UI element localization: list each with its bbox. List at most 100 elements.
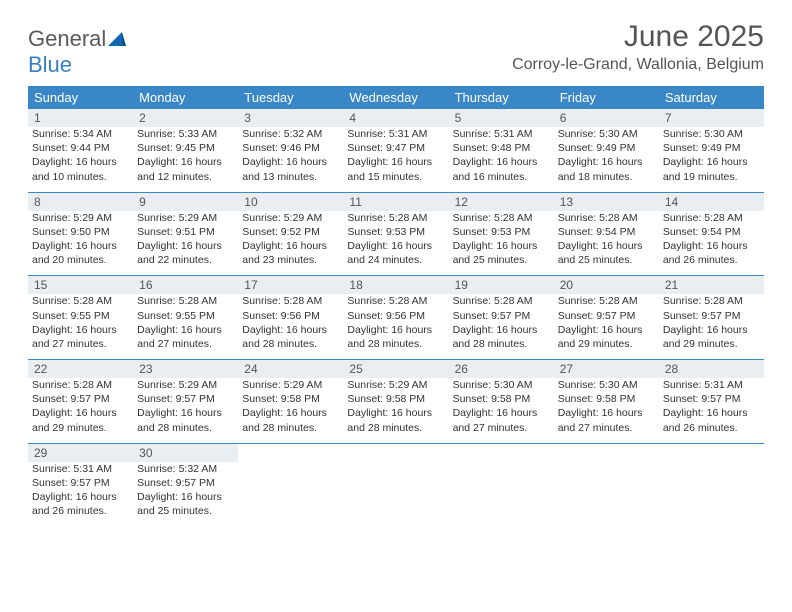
- day-number: [238, 443, 343, 462]
- day-cell: Sunrise: 5:28 AMSunset: 9:55 PMDaylight:…: [28, 294, 133, 359]
- day-number: 18: [343, 276, 448, 295]
- daylight-line: Daylight: 16 hours and 13 minutes.: [242, 155, 339, 183]
- daylight-line: Daylight: 16 hours and 27 minutes.: [558, 406, 655, 434]
- sunset-line: Sunset: 9:56 PM: [242, 309, 339, 323]
- sunset-line: Sunset: 9:51 PM: [137, 225, 234, 239]
- day-cell: Sunrise: 5:28 AMSunset: 9:54 PMDaylight:…: [554, 211, 659, 276]
- daylight-line: Daylight: 16 hours and 28 minutes.: [242, 323, 339, 351]
- day-cell: [343, 462, 448, 527]
- day-number: 4: [343, 109, 448, 127]
- sunrise-line: Sunrise: 5:30 AM: [453, 378, 550, 392]
- day-number: 3: [238, 109, 343, 127]
- day-number: 24: [238, 360, 343, 379]
- sunset-line: Sunset: 9:57 PM: [453, 309, 550, 323]
- sunrise-line: Sunrise: 5:31 AM: [32, 462, 129, 476]
- week-row: Sunrise: 5:28 AMSunset: 9:57 PMDaylight:…: [28, 378, 764, 443]
- sunset-line: Sunset: 9:48 PM: [453, 141, 550, 155]
- day-cell: Sunrise: 5:28 AMSunset: 9:57 PMDaylight:…: [659, 294, 764, 359]
- sunrise-line: Sunrise: 5:28 AM: [137, 294, 234, 308]
- day-number: 30: [133, 443, 238, 462]
- day-cell: Sunrise: 5:34 AMSunset: 9:44 PMDaylight:…: [28, 127, 133, 192]
- daylight-line: Daylight: 16 hours and 26 minutes.: [663, 406, 760, 434]
- day-cell: Sunrise: 5:29 AMSunset: 9:51 PMDaylight:…: [133, 211, 238, 276]
- day-number: 6: [554, 109, 659, 127]
- sunset-line: Sunset: 9:54 PM: [663, 225, 760, 239]
- sunrise-line: Sunrise: 5:28 AM: [32, 294, 129, 308]
- day-cell: Sunrise: 5:28 AMSunset: 9:57 PMDaylight:…: [554, 294, 659, 359]
- day-number-row: 2930: [28, 443, 764, 462]
- day-cell: [449, 462, 554, 527]
- daylight-line: Daylight: 16 hours and 27 minutes.: [453, 406, 550, 434]
- day-number: 22: [28, 360, 133, 379]
- day-header: Thursday: [449, 86, 554, 109]
- daylight-line: Daylight: 16 hours and 28 minutes.: [347, 406, 444, 434]
- daylight-line: Daylight: 16 hours and 25 minutes.: [558, 239, 655, 267]
- day-number: 12: [449, 192, 554, 211]
- sunset-line: Sunset: 9:58 PM: [558, 392, 655, 406]
- day-number: 7: [659, 109, 764, 127]
- day-number: [343, 443, 448, 462]
- daylight-line: Daylight: 16 hours and 18 minutes.: [558, 155, 655, 183]
- day-cell: Sunrise: 5:32 AMSunset: 9:46 PMDaylight:…: [238, 127, 343, 192]
- day-cell: Sunrise: 5:32 AMSunset: 9:57 PMDaylight:…: [133, 462, 238, 527]
- sunset-line: Sunset: 9:53 PM: [347, 225, 444, 239]
- day-number: 26: [449, 360, 554, 379]
- sunrise-line: Sunrise: 5:31 AM: [347, 127, 444, 141]
- sunrise-line: Sunrise: 5:28 AM: [453, 294, 550, 308]
- day-header: Friday: [554, 86, 659, 109]
- day-number: 2: [133, 109, 238, 127]
- day-number: 20: [554, 276, 659, 295]
- sunrise-line: Sunrise: 5:28 AM: [558, 211, 655, 225]
- logo: General Blue: [28, 20, 126, 78]
- day-cell: Sunrise: 5:28 AMSunset: 9:56 PMDaylight:…: [238, 294, 343, 359]
- daylight-line: Daylight: 16 hours and 28 minutes.: [242, 406, 339, 434]
- daylight-line: Daylight: 16 hours and 19 minutes.: [663, 155, 760, 183]
- day-cell: Sunrise: 5:30 AMSunset: 9:58 PMDaylight:…: [449, 378, 554, 443]
- sunset-line: Sunset: 9:44 PM: [32, 141, 129, 155]
- day-number: 9: [133, 192, 238, 211]
- day-cell: Sunrise: 5:28 AMSunset: 9:54 PMDaylight:…: [659, 211, 764, 276]
- day-cell: Sunrise: 5:28 AMSunset: 9:55 PMDaylight:…: [133, 294, 238, 359]
- sunrise-line: Sunrise: 5:32 AM: [242, 127, 339, 141]
- sunset-line: Sunset: 9:58 PM: [347, 392, 444, 406]
- day-cell: Sunrise: 5:29 AMSunset: 9:58 PMDaylight:…: [238, 378, 343, 443]
- sunrise-line: Sunrise: 5:31 AM: [453, 127, 550, 141]
- day-number: [449, 443, 554, 462]
- sunrise-line: Sunrise: 5:28 AM: [242, 294, 339, 308]
- day-cell: Sunrise: 5:28 AMSunset: 9:53 PMDaylight:…: [343, 211, 448, 276]
- daylight-line: Daylight: 16 hours and 29 minutes.: [558, 323, 655, 351]
- day-number-row: 22232425262728: [28, 360, 764, 379]
- daylight-line: Daylight: 16 hours and 28 minutes.: [347, 323, 444, 351]
- day-number: 14: [659, 192, 764, 211]
- sunset-line: Sunset: 9:58 PM: [453, 392, 550, 406]
- day-number: 1: [28, 109, 133, 127]
- week-row: Sunrise: 5:31 AMSunset: 9:57 PMDaylight:…: [28, 462, 764, 527]
- sunset-line: Sunset: 9:49 PM: [663, 141, 760, 155]
- day-number: 19: [449, 276, 554, 295]
- week-row: Sunrise: 5:34 AMSunset: 9:44 PMDaylight:…: [28, 127, 764, 192]
- header: General Blue June 2025 Corroy-le-Grand, …: [28, 20, 764, 78]
- sunrise-line: Sunrise: 5:28 AM: [663, 294, 760, 308]
- sunrise-line: Sunrise: 5:33 AM: [137, 127, 234, 141]
- sunrise-line: Sunrise: 5:29 AM: [242, 378, 339, 392]
- daylight-line: Daylight: 16 hours and 16 minutes.: [453, 155, 550, 183]
- day-cell: Sunrise: 5:31 AMSunset: 9:57 PMDaylight:…: [659, 378, 764, 443]
- day-number: 11: [343, 192, 448, 211]
- daylight-line: Daylight: 16 hours and 27 minutes.: [32, 323, 129, 351]
- daylight-line: Daylight: 16 hours and 25 minutes.: [453, 239, 550, 267]
- sunrise-line: Sunrise: 5:28 AM: [347, 294, 444, 308]
- week-row: Sunrise: 5:28 AMSunset: 9:55 PMDaylight:…: [28, 294, 764, 359]
- sunrise-line: Sunrise: 5:31 AM: [663, 378, 760, 392]
- day-number: [659, 443, 764, 462]
- daylight-line: Daylight: 16 hours and 29 minutes.: [32, 406, 129, 434]
- day-cell: [659, 462, 764, 527]
- day-number: 17: [238, 276, 343, 295]
- sunset-line: Sunset: 9:55 PM: [32, 309, 129, 323]
- day-cell: Sunrise: 5:29 AMSunset: 9:57 PMDaylight:…: [133, 378, 238, 443]
- sunset-line: Sunset: 9:57 PM: [32, 392, 129, 406]
- sunrise-line: Sunrise: 5:30 AM: [558, 378, 655, 392]
- day-cell: Sunrise: 5:29 AMSunset: 9:58 PMDaylight:…: [343, 378, 448, 443]
- sunset-line: Sunset: 9:57 PM: [558, 309, 655, 323]
- day-cell: Sunrise: 5:29 AMSunset: 9:52 PMDaylight:…: [238, 211, 343, 276]
- sunset-line: Sunset: 9:57 PM: [137, 476, 234, 490]
